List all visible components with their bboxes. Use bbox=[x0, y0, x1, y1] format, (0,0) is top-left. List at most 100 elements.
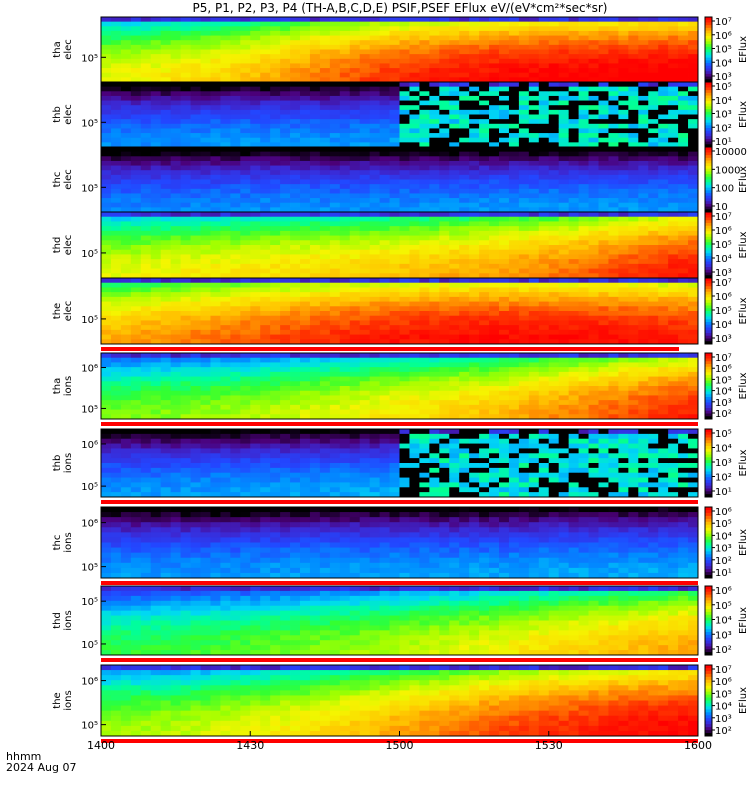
heatmap-cell bbox=[399, 109, 410, 115]
heatmap-cell bbox=[578, 151, 589, 157]
heatmap-cell bbox=[240, 128, 251, 134]
heatmap-cell bbox=[339, 54, 351, 60]
heatmap-cell bbox=[578, 249, 589, 255]
heatmap-cell bbox=[230, 296, 241, 302]
heatmap-cell bbox=[300, 198, 311, 204]
heatmap-cell bbox=[449, 329, 460, 335]
heatmap-cell bbox=[628, 292, 639, 298]
heatmap-cell bbox=[449, 174, 460, 180]
heatmap-cell bbox=[439, 390, 450, 396]
heatmap-cell bbox=[419, 395, 430, 401]
heatmap-cell bbox=[339, 128, 351, 134]
heatmap-cell bbox=[140, 68, 152, 74]
heatmap-cell bbox=[230, 77, 241, 83]
heatmap-cell bbox=[578, 221, 589, 227]
heatmap-cell bbox=[319, 44, 331, 50]
heatmap-cell bbox=[210, 26, 221, 32]
heatmap-cell bbox=[319, 311, 331, 317]
heatmap-cell bbox=[240, 400, 251, 406]
heatmap-cell bbox=[270, 306, 281, 312]
heatmap-cell bbox=[598, 119, 609, 125]
heatmap-cell bbox=[309, 414, 321, 420]
heatmap-cell bbox=[170, 68, 181, 74]
heatmap-cell bbox=[668, 151, 679, 157]
heatmap-cell bbox=[339, 301, 351, 307]
heatmap-cell bbox=[598, 95, 609, 101]
heatmap-cell bbox=[449, 357, 460, 363]
heatmap-cell bbox=[369, 147, 380, 153]
heatmap-cell bbox=[230, 133, 241, 139]
colorbar-segment bbox=[705, 247, 712, 251]
heatmap-cell bbox=[469, 329, 480, 335]
heatmap-cell bbox=[369, 278, 380, 284]
heatmap-cell bbox=[638, 82, 649, 88]
heatmap-cell bbox=[618, 193, 629, 199]
heatmap-cell bbox=[648, 17, 659, 23]
heatmap-cell bbox=[518, 156, 530, 162]
heatmap-cell bbox=[200, 184, 211, 190]
heatmap-cell bbox=[528, 128, 540, 134]
heatmap-cell bbox=[160, 282, 172, 288]
heatmap-cell bbox=[528, 263, 540, 269]
heatmap-cell bbox=[270, 353, 281, 359]
heatmap-cell bbox=[518, 216, 530, 222]
heatmap-cell bbox=[170, 245, 181, 251]
heatmap-cell bbox=[140, 386, 152, 392]
heatmap-cell bbox=[319, 77, 331, 83]
heatmap-cell bbox=[618, 263, 629, 269]
heatmap-cell bbox=[110, 414, 122, 420]
heatmap-cell bbox=[409, 179, 420, 185]
heatmap-cell bbox=[538, 128, 550, 134]
heatmap-cell bbox=[528, 100, 540, 106]
heatmap-cell bbox=[120, 245, 132, 251]
heatmap-cell bbox=[170, 367, 181, 373]
heatmap-cell bbox=[170, 40, 181, 46]
heatmap-cell bbox=[638, 100, 649, 106]
heatmap-cell bbox=[648, 142, 659, 148]
heatmap-cell bbox=[528, 226, 540, 232]
heatmap-cell bbox=[479, 77, 490, 83]
heatmap-cell bbox=[170, 114, 181, 120]
heatmap-cell bbox=[101, 292, 112, 298]
heatmap-cell bbox=[678, 95, 689, 101]
heatmap-cell bbox=[290, 357, 301, 363]
heatmap-cell bbox=[548, 268, 560, 274]
heatmap-cell bbox=[678, 325, 689, 331]
heatmap-cell bbox=[319, 249, 331, 255]
heatmap-cell bbox=[489, 311, 500, 317]
heatmap-cell bbox=[240, 207, 251, 213]
heatmap-cell bbox=[110, 207, 122, 213]
heatmap-cell bbox=[359, 245, 371, 251]
heatmap-cell bbox=[140, 296, 152, 302]
heatmap-cell bbox=[628, 325, 639, 331]
heatmap-cell bbox=[280, 390, 291, 396]
heatmap-cell bbox=[439, 230, 450, 236]
heatmap-cell bbox=[329, 296, 341, 302]
heatmap-cell bbox=[309, 156, 321, 162]
heatmap-cell bbox=[270, 91, 281, 97]
heatmap-cell bbox=[578, 86, 589, 92]
colorbar-segment bbox=[705, 19, 712, 23]
heatmap-cell bbox=[508, 202, 520, 208]
heatmap-cell bbox=[568, 54, 579, 60]
heatmap-cell bbox=[240, 184, 251, 190]
heatmap-cell bbox=[668, 320, 679, 326]
heatmap-cell bbox=[190, 82, 201, 88]
heatmap-cell bbox=[608, 221, 619, 227]
heatmap-cell bbox=[270, 202, 281, 208]
heatmap-cell bbox=[469, 86, 480, 92]
heatmap-cell bbox=[329, 226, 341, 232]
heatmap-cell bbox=[658, 249, 669, 255]
heatmap-cell bbox=[449, 147, 460, 153]
heatmap-cell bbox=[349, 315, 361, 321]
colorbar-tick-label: 10⁴ bbox=[715, 96, 732, 107]
heatmap-cell bbox=[329, 91, 341, 97]
heatmap-cell bbox=[180, 91, 191, 97]
heatmap-cell bbox=[140, 95, 152, 101]
heatmap-cell bbox=[379, 147, 390, 153]
heatmap-cell bbox=[578, 193, 589, 199]
heatmap-cell bbox=[319, 254, 331, 260]
heatmap-cell bbox=[409, 100, 420, 106]
heatmap-cell bbox=[469, 230, 480, 236]
heatmap-cell bbox=[598, 311, 609, 317]
